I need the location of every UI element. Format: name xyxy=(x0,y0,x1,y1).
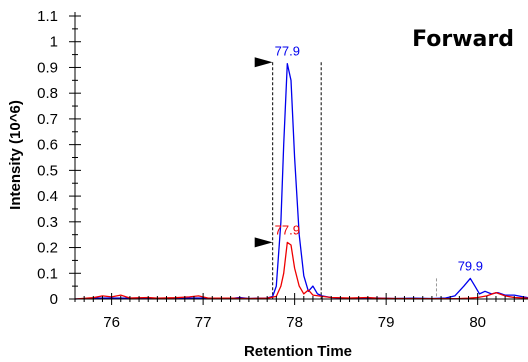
chart-title: Forward xyxy=(412,27,514,52)
axes: 0 0.1 0.2 0.3 0.4 0.5 0.6 0.7 0.8 0.9 1 1.1 76 77 78 79… xyxy=(37,8,528,331)
peak-label: 77.9 xyxy=(275,44,300,59)
x-axis-title: Retention Time xyxy=(244,343,352,360)
integration-boundaries xyxy=(254,57,437,299)
y-tick-label: 0.9 xyxy=(37,59,58,76)
x-tick-label: 76 xyxy=(103,314,120,331)
x-tick-label: 80 xyxy=(469,314,486,331)
x-tick-label: 77 xyxy=(195,314,212,331)
y-tick-label: 0.7 xyxy=(37,111,58,128)
y-tick-label: 1.1 xyxy=(37,8,58,25)
peak-label: 77.9 xyxy=(275,222,300,237)
series-group xyxy=(74,62,528,300)
y-tick-label: 0.5 xyxy=(37,162,58,179)
y-axis-title: Intensity (10^6) xyxy=(7,100,24,210)
y-tick-label: 0.6 xyxy=(37,137,58,154)
y-tick-label: 0 xyxy=(50,291,58,308)
x-tick-label: 78 xyxy=(286,314,303,331)
x-tick-label: 79 xyxy=(378,314,395,331)
y-tick-label: 0.4 xyxy=(37,188,58,205)
y-tick-label: 0.8 xyxy=(37,85,58,102)
series-line-red xyxy=(74,241,528,300)
peak-label: 79.9 xyxy=(458,258,483,273)
y-tick-label: 0.2 xyxy=(37,240,58,257)
boundary-marker-triangle xyxy=(254,57,273,68)
peak-annotations: 77.9 77.9 79.9 xyxy=(275,44,483,274)
y-tick-label: 0.3 xyxy=(37,214,58,231)
y-tick-label: 1 xyxy=(50,34,58,51)
y-tick-label: 0.1 xyxy=(37,265,58,282)
boundary-marker-triangle xyxy=(254,237,273,248)
